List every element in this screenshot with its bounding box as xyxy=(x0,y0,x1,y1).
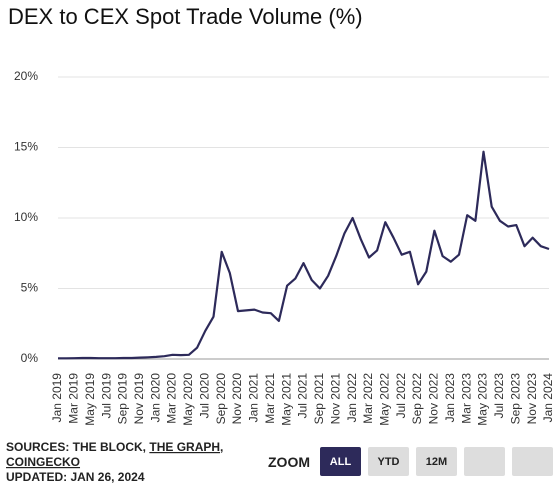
updated: UPDATED: JAN 26, 2024 xyxy=(6,470,145,484)
x-tick-label: Mar 2021 xyxy=(263,373,277,424)
zoom-button-label[interactable]: YTD xyxy=(378,456,400,468)
x-tick-label: Sep 2021 xyxy=(312,373,326,425)
x-tick-label: Jul 2023 xyxy=(492,373,506,419)
x-tick-label: Jul 2022 xyxy=(394,373,408,419)
x-tick-label: Jan 2021 xyxy=(247,373,261,423)
x-tick-label: Sep 2020 xyxy=(214,373,228,425)
zoom-button-label[interactable]: ALL xyxy=(330,456,352,468)
x-tick-label: May 2019 xyxy=(83,373,97,426)
x-tick-label: Nov 2023 xyxy=(525,373,539,425)
x-tick-label: May 2020 xyxy=(181,373,195,426)
x-tick-label: Mar 2022 xyxy=(361,373,375,424)
zoom-button[interactable] xyxy=(464,447,505,476)
x-tick-label: Mar 2023 xyxy=(459,373,473,424)
zoom-button[interactable] xyxy=(320,447,361,476)
y-tick-label: 5% xyxy=(21,281,39,295)
separator: , xyxy=(220,440,223,454)
chart-title: DEX to CEX Spot Trade Volume (%) xyxy=(8,4,363,29)
x-tick-label: Jul 2020 xyxy=(197,373,211,419)
sources: SOURCES: THE BLOCK, THE GRAPH, xyxy=(6,440,223,454)
x-tick-label: Sep 2019 xyxy=(116,373,130,425)
x-tick-label: Nov 2022 xyxy=(427,373,441,425)
y-tick-label: 15% xyxy=(14,140,38,154)
source-link[interactable]: THE GRAPH xyxy=(149,440,220,454)
zoom-button[interactable] xyxy=(368,447,409,476)
x-tick-label: Sep 2022 xyxy=(410,373,424,425)
x-tick-label: Sep 2023 xyxy=(508,373,522,425)
y-tick-label: 10% xyxy=(14,210,38,224)
x-tick-label: Jan 2022 xyxy=(345,373,359,423)
x-tick-label: Jul 2021 xyxy=(296,373,310,419)
x-tick-label: Mar 2020 xyxy=(165,373,179,424)
x-tick-label: May 2022 xyxy=(378,373,392,426)
y-tick-label: 0% xyxy=(21,351,39,365)
x-tick-label: Nov 2020 xyxy=(230,373,244,425)
y-tick-label: 20% xyxy=(14,69,38,83)
x-tick-label: Jan 2024 xyxy=(541,373,555,423)
x-tick-label: Jan 2020 xyxy=(148,373,162,423)
zoom-button[interactable] xyxy=(416,447,457,476)
source-link[interactable]: COINGECKO xyxy=(6,455,80,469)
x-tick-label: Mar 2019 xyxy=(67,373,81,424)
zoom-button-label[interactable]: 12M xyxy=(426,456,447,468)
zoom-button[interactable] xyxy=(512,447,553,476)
x-tick-label: Jan 2023 xyxy=(443,373,457,423)
x-tick-label: May 2021 xyxy=(279,373,293,426)
x-tick-label: Jul 2019 xyxy=(99,373,113,419)
sources-prefix: SOURCES: THE BLOCK, xyxy=(6,440,146,454)
x-tick-label: May 2023 xyxy=(476,373,490,426)
x-tick-label: Jan 2019 xyxy=(50,373,64,423)
x-tick-label: Nov 2021 xyxy=(328,373,342,425)
data-line xyxy=(58,150,550,360)
zoom-label: ZOOM xyxy=(268,454,310,470)
x-tick-label: Nov 2019 xyxy=(132,373,146,425)
